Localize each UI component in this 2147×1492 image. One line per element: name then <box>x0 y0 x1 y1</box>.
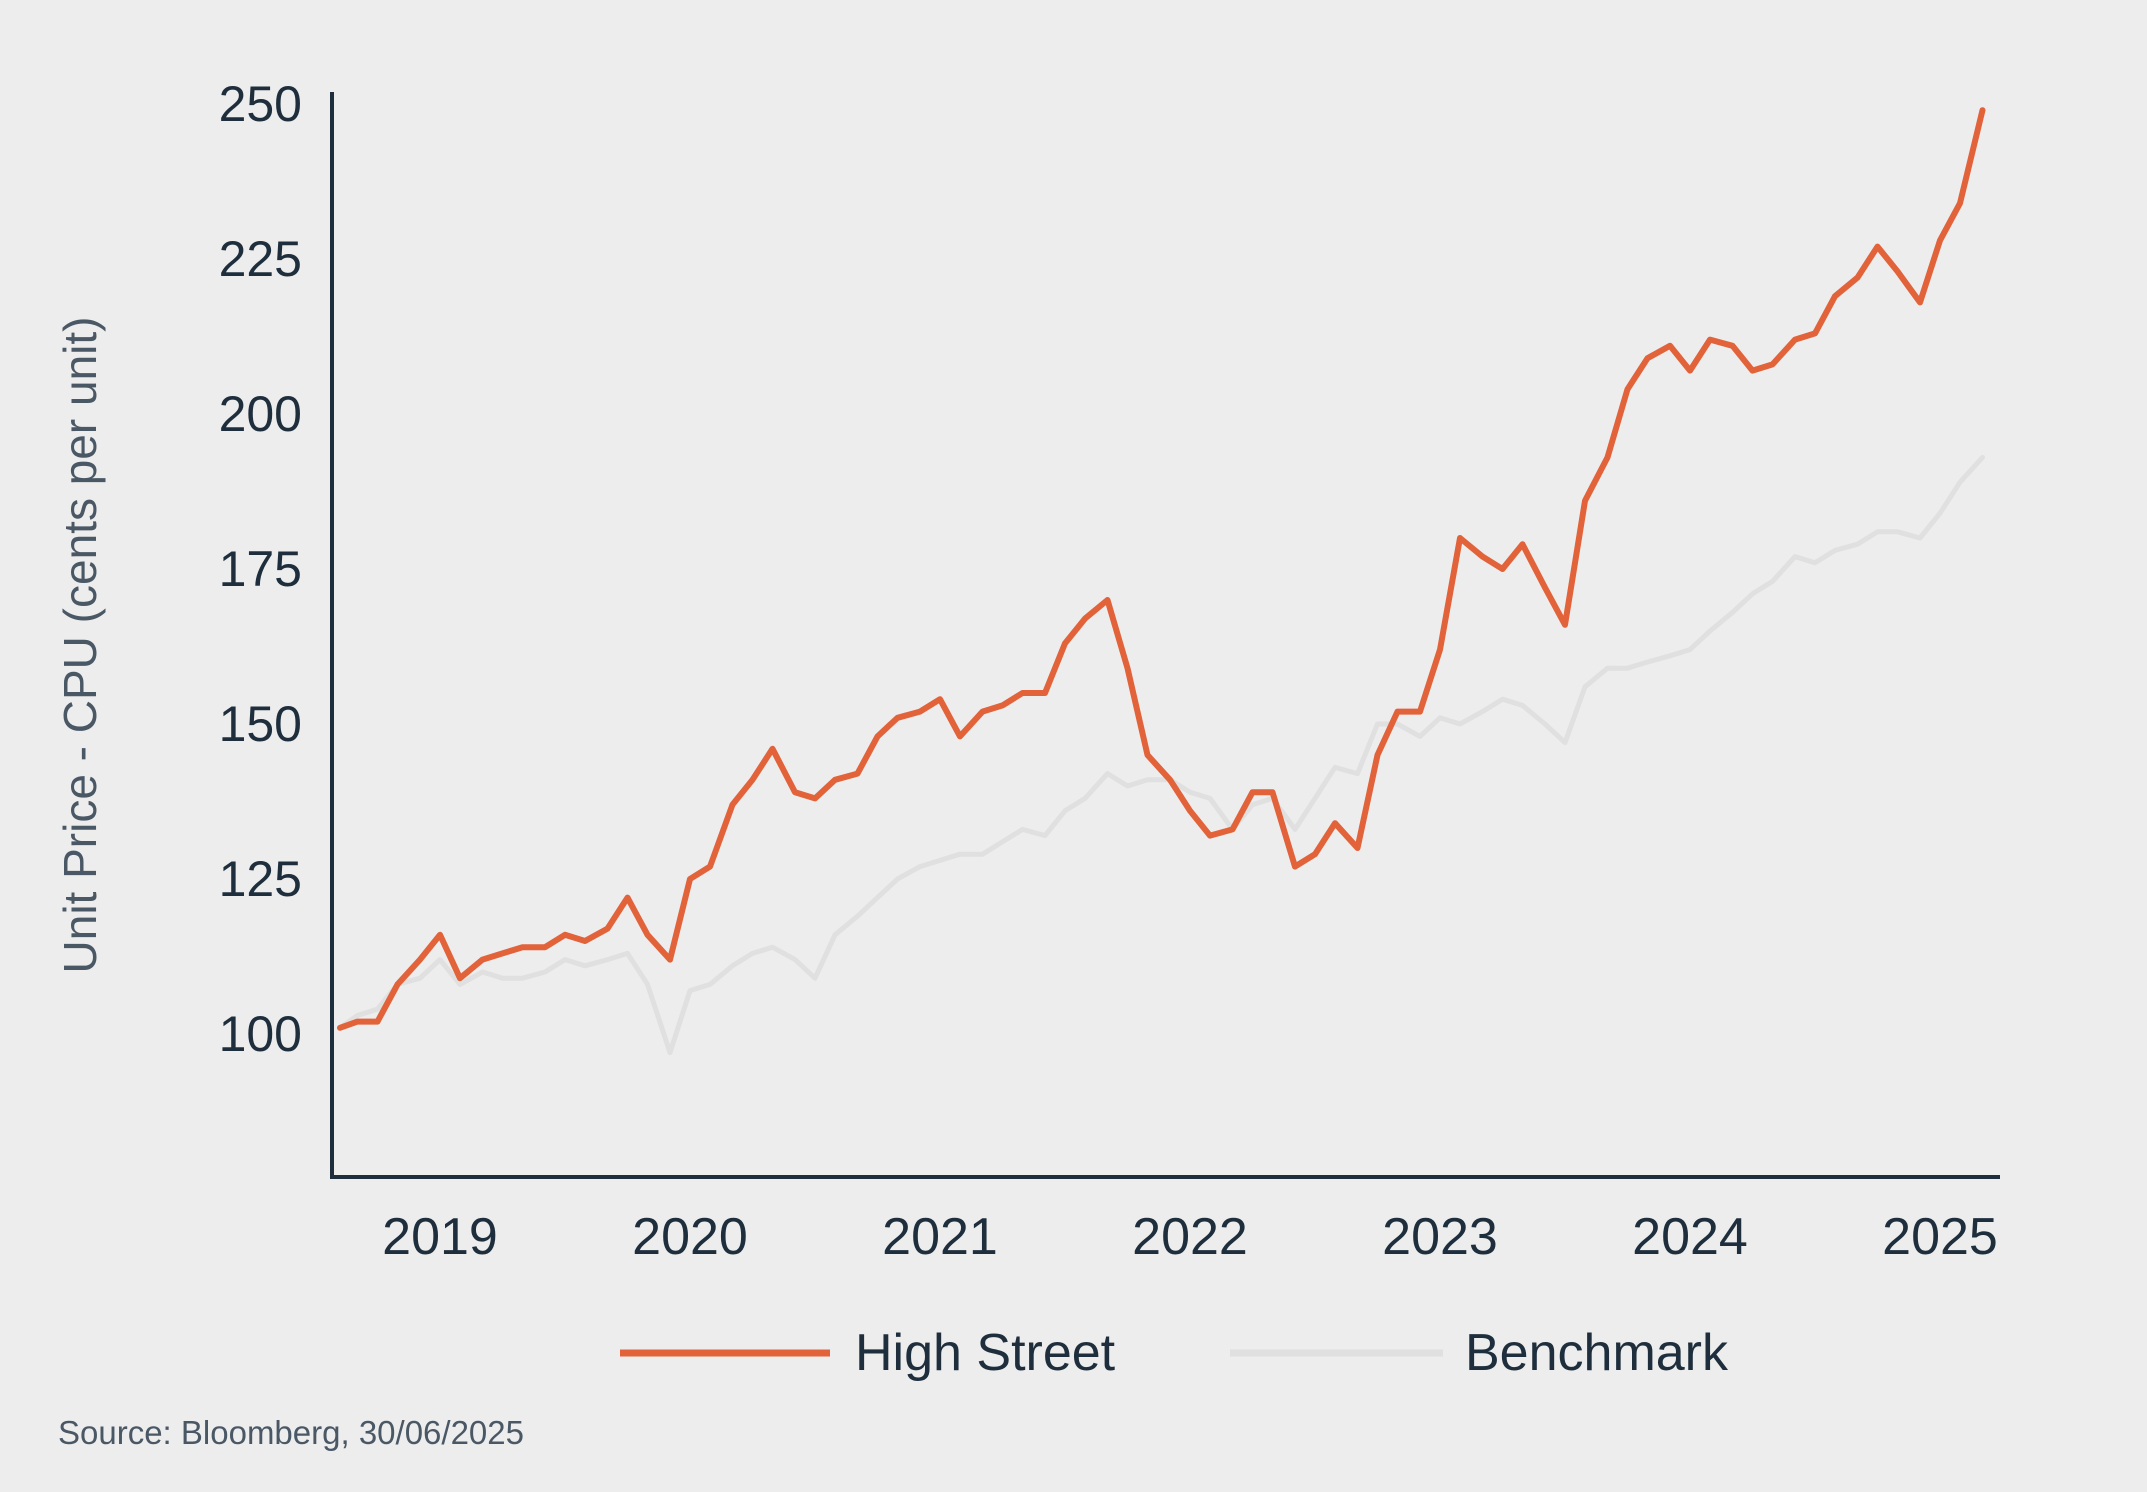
x-tick-label: 2022 <box>1132 1208 1248 1266</box>
source-note: Source: Bloomberg, 30/06/2025 <box>58 1414 524 1451</box>
series-line-high-street <box>337 107 1986 1031</box>
y-tick-label: 250 <box>219 76 302 132</box>
x-tick-label: 2023 <box>1382 1208 1498 1266</box>
x-tick-label: 2025 <box>1882 1208 1998 1266</box>
x-tick-label: 2021 <box>882 1208 998 1266</box>
x-axis-tick-labels: 2019 2020 2021 2022 2023 2024 2025 <box>382 1208 1998 1266</box>
x-tick-label: 2019 <box>382 1208 498 1266</box>
y-axis-label: Unit Price - CPU (cents per unit) <box>54 317 106 974</box>
legend-label-benchmark: Benchmark <box>1465 1324 1729 1382</box>
y-axis-tick-labels: 100 125 150 175 200 225 250 <box>219 76 302 1062</box>
y-tick-label: 125 <box>219 851 302 907</box>
y-tick-label: 175 <box>219 541 302 597</box>
series-line-benchmark <box>337 454 1985 1056</box>
y-tick-label: 100 <box>219 1006 302 1062</box>
y-tick-label: 200 <box>219 386 302 442</box>
x-tick-label: 2024 <box>1632 1208 1748 1266</box>
legend-label-high-street: High Street <box>855 1324 1116 1382</box>
y-tick-label: 225 <box>219 231 302 287</box>
series-lines <box>337 107 1986 1056</box>
x-tick-label: 2020 <box>632 1208 748 1266</box>
legend: High Street Benchmark <box>620 1324 1729 1382</box>
y-tick-label: 150 <box>219 696 302 752</box>
